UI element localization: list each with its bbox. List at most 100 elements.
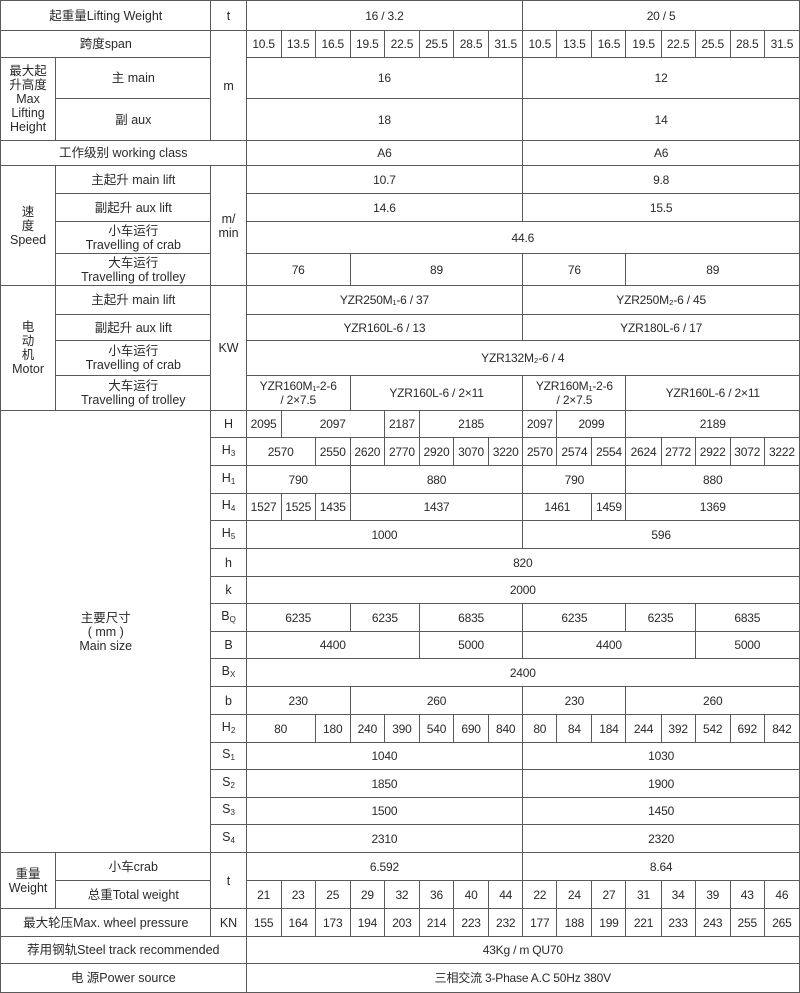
wheel-pressure-label: 最大轮压Max. wheel pressure bbox=[0, 908, 212, 937]
row-motor: 小车运行 Travelling of crab YZR132M₂-6 / 4 bbox=[1, 340, 800, 376]
value-cell: 3220 bbox=[488, 437, 524, 466]
unit-cell: t bbox=[210, 0, 247, 31]
value-cell: 1500 bbox=[245, 797, 524, 825]
value-cell: 25 bbox=[314, 880, 351, 909]
unit-cell: m bbox=[210, 30, 247, 141]
aux-label: 副 aux bbox=[55, 98, 212, 141]
value-cell: 790 bbox=[245, 465, 351, 494]
dimension-symbol: S2 bbox=[210, 769, 247, 798]
value-cell: 230 bbox=[522, 686, 627, 715]
symbol: B bbox=[221, 608, 230, 623]
value-cell: 89 bbox=[625, 253, 800, 286]
value-cell: 177 bbox=[522, 908, 558, 937]
value-cell: YZR250M₂-6 / 45 bbox=[522, 285, 800, 315]
value-cell: 9.8 bbox=[522, 165, 800, 194]
value-cell: 28.5 bbox=[729, 30, 765, 58]
value-cell: 265 bbox=[763, 908, 800, 937]
symbol: S bbox=[222, 829, 231, 844]
value-cell: 840 bbox=[488, 714, 524, 743]
value-cell: 3222 bbox=[763, 437, 800, 466]
row-main-size: BQ 6235 6235 6835 6235 6235 6835 bbox=[1, 603, 800, 632]
value-cell: 25.5 bbox=[418, 30, 455, 58]
value-cell: 199 bbox=[591, 908, 627, 937]
value-cell: 194 bbox=[349, 908, 385, 937]
symbol: S bbox=[222, 747, 231, 761]
motor-item-label: 大车运行 Travelling of trolley bbox=[55, 375, 212, 411]
value-cell: 24 bbox=[556, 880, 593, 909]
value-cell: 240 bbox=[349, 714, 385, 743]
row-main-size: h 820 bbox=[1, 548, 800, 577]
value-cell: 20 / 5 bbox=[522, 0, 800, 31]
value-cell: 14 bbox=[522, 98, 800, 141]
value-cell: 2554 bbox=[591, 437, 627, 466]
value-cell: 19.5 bbox=[349, 30, 385, 58]
value-cell: YZR250M₁-6 / 37 bbox=[245, 285, 524, 315]
symbol-subscript: 3 bbox=[230, 448, 236, 458]
value-cell: 2920 bbox=[418, 437, 455, 466]
speed-item-label: 副起升 aux lift bbox=[55, 193, 212, 222]
row-weight-total: 总重Total weight 21 23 25 29 32 36 40 44 22 24 27 31 34… bbox=[1, 880, 800, 909]
value-cell: 1850 bbox=[245, 769, 524, 798]
value-cell: 230 bbox=[245, 686, 351, 715]
value-cell: 1527 bbox=[245, 493, 282, 521]
row-main-size: 主要尺寸 ( mm ) Main size H 2095 2097 2187 2185 20… bbox=[0, 410, 800, 853]
symbol-subscript: 1 bbox=[230, 753, 235, 762]
value-cell: 80 bbox=[522, 714, 558, 743]
row-main-size: H5 1000 596 bbox=[1, 520, 800, 549]
value-cell: 39 bbox=[694, 880, 731, 909]
value-cell: 390 bbox=[383, 714, 420, 743]
value-cell: 44.6 bbox=[245, 221, 800, 254]
row-main-size: S4 2310 2320 bbox=[1, 824, 800, 853]
dimension-symbol: k bbox=[210, 576, 247, 604]
row-steel-track: 荐用钢轨Steel track recommended 43Kg / m QU70 bbox=[0, 936, 800, 964]
row-max-height-aux: 副 aux 18 14 bbox=[1, 98, 800, 141]
value-cell: 6835 bbox=[418, 603, 524, 632]
value-cell: 27 bbox=[591, 880, 627, 909]
value-cell: 164 bbox=[280, 908, 316, 937]
symbol-subscript: 2 bbox=[230, 725, 236, 735]
steel-track-label: 荐用钢轨Steel track recommended bbox=[0, 936, 247, 964]
value-cell: 76 bbox=[522, 253, 627, 286]
row-main-size: S1 1040 1030 bbox=[1, 742, 800, 770]
symbol: k bbox=[225, 583, 232, 597]
value-cell: 1525 bbox=[280, 493, 316, 521]
value-cell: 392 bbox=[660, 714, 696, 743]
value-cell: 2922 bbox=[694, 437, 731, 466]
value-cell: YZR160L-6 / 2×11 bbox=[349, 375, 524, 411]
dimension-symbol: H1 bbox=[210, 465, 247, 494]
value-cell: 790 bbox=[522, 465, 627, 494]
value-cell: 221 bbox=[625, 908, 662, 937]
row-speed: 副起升 aux lift 14.6 15.5 bbox=[1, 193, 800, 222]
value-cell: 6235 bbox=[522, 603, 627, 632]
value-cell: 22.5 bbox=[660, 30, 696, 58]
value-cell: 22 bbox=[522, 880, 558, 909]
value-cell: 2620 bbox=[349, 437, 385, 466]
value-cell: 842 bbox=[763, 714, 800, 743]
row-speed: 小车运行 Travelling of crab 44.6 bbox=[1, 221, 800, 254]
unit-cell: m/ min bbox=[210, 165, 247, 286]
symbol: S bbox=[222, 774, 231, 789]
symbol-subscript: 2 bbox=[230, 780, 235, 790]
value-cell: 1450 bbox=[522, 797, 800, 825]
value-cell: 84 bbox=[556, 714, 593, 743]
value-cell: 880 bbox=[625, 465, 800, 494]
speed-item-label: 大车运行 Travelling of trolley bbox=[55, 253, 212, 286]
value-cell: 31.5 bbox=[763, 30, 800, 58]
value-cell: 8.64 bbox=[522, 852, 800, 881]
value-cell: 1000 bbox=[245, 520, 524, 549]
symbol: B bbox=[221, 663, 231, 678]
value-cell: 10.5 bbox=[245, 30, 282, 58]
symbol-subscript: 5 bbox=[230, 531, 236, 541]
dimension-symbol: S4 bbox=[210, 824, 247, 853]
value-cell: 2095 bbox=[245, 410, 282, 438]
value-cell: 4400 bbox=[245, 631, 420, 659]
value-cell: 13.5 bbox=[556, 30, 593, 58]
value-cell: 1461 bbox=[522, 493, 593, 521]
value-cell: 880 bbox=[349, 465, 524, 494]
value-cell: 2772 bbox=[660, 437, 696, 466]
symbol: H bbox=[221, 470, 231, 485]
symbol-subscript: 3 bbox=[230, 808, 235, 817]
value-cell: 46 bbox=[763, 880, 800, 909]
symbol: H bbox=[224, 417, 234, 431]
